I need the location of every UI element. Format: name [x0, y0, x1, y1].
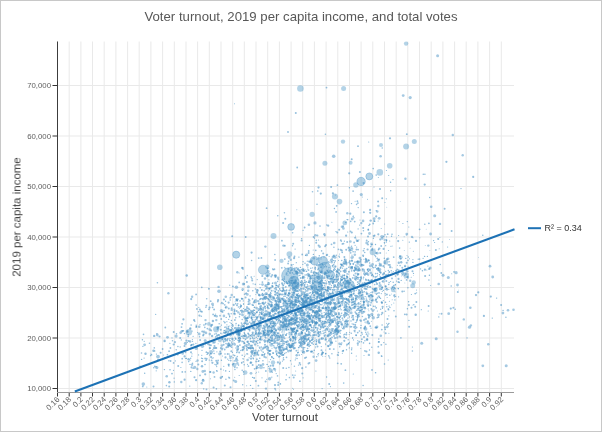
svg-text:Voter turnout, 2019 per capita: Voter turnout, 2019 per capita income, a… [144, 9, 457, 24]
svg-text:0.92: 0.92 [488, 395, 505, 412]
svg-text:Voter turnout: Voter turnout [252, 411, 319, 423]
svg-text:R² = 0.34: R² = 0.34 [545, 223, 582, 233]
svg-text:10,000: 10,000 [27, 384, 52, 393]
svg-text:40,000: 40,000 [27, 233, 52, 242]
svg-text:60,000: 60,000 [27, 132, 52, 141]
svg-text:50,000: 50,000 [27, 182, 52, 191]
svg-text:2019 per capita income: 2019 per capita income [11, 157, 23, 277]
svg-text:20,000: 20,000 [27, 334, 52, 343]
svg-text:30,000: 30,000 [27, 283, 52, 292]
svg-text:70,000: 70,000 [27, 81, 52, 90]
